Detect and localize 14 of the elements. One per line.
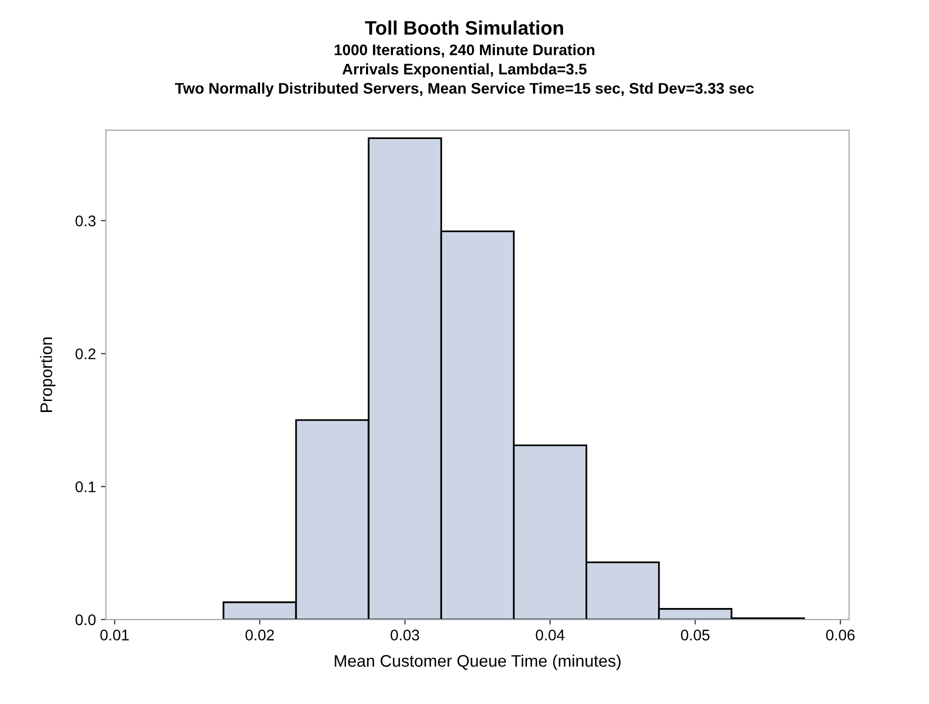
y-tick-label: 0.3 bbox=[76, 216, 96, 226]
y-axis-title: Proportion bbox=[40, 338, 56, 412]
y-tick-label: 0.1 bbox=[76, 481, 96, 492]
x-tick-label: 0.02 bbox=[246, 630, 274, 640]
x-axis-title: Mean Customer Queue Time (minutes) bbox=[334, 654, 621, 670]
chart-subtitle: 1000 Iterations, 240 Minute Duration Arrivals Exponential, Lambda=3.5 Two Normally Distributed Servers, Mean Service Time=15 sec, Std Dev=3.33 sec bbox=[174, 44, 754, 97]
x-tick-label: 0.04 bbox=[536, 630, 565, 640]
x-tick-label: 0.03 bbox=[390, 630, 420, 640]
y-tick-label: 0.2 bbox=[76, 348, 96, 360]
chart-title: Toll Booth Simulation bbox=[364, 20, 564, 35]
x-tick-label: 0.06 bbox=[826, 630, 855, 640]
x-tick-label: 0.05 bbox=[680, 630, 710, 640]
x-tick-label: 0.01 bbox=[100, 630, 129, 640]
y-tick-label: 0.0 bbox=[76, 614, 96, 626]
